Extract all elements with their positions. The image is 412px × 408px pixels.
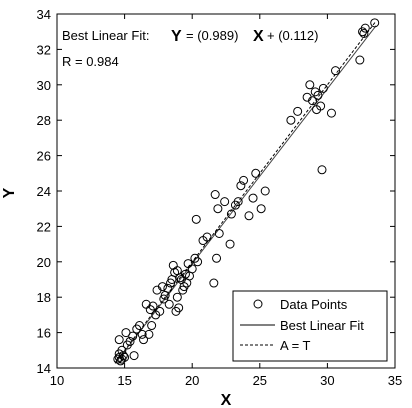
data-point	[152, 285, 162, 295]
data-point	[128, 331, 138, 341]
data-point	[118, 351, 128, 361]
a-equals-t-line	[114, 20, 377, 363]
data-point	[317, 165, 327, 175]
x-axis-label: X	[221, 392, 232, 408]
data-point	[293, 106, 303, 116]
y-tick-label: 34	[37, 7, 51, 22]
data-points	[113, 18, 380, 366]
r-value: R = 0.984	[62, 54, 119, 69]
data-point	[260, 186, 270, 196]
y-tick-label: 22	[37, 219, 51, 234]
data-point	[214, 228, 224, 238]
data-point	[125, 336, 135, 346]
data-point	[141, 299, 151, 309]
data-point	[305, 80, 315, 90]
data-point	[213, 204, 223, 214]
fit-equation-intercept: + (0.112)	[267, 28, 318, 43]
data-point	[191, 214, 201, 224]
data-point	[326, 108, 336, 118]
data-point	[139, 335, 149, 345]
data-point	[355, 55, 365, 65]
data-point	[248, 193, 258, 203]
data-point	[244, 211, 254, 221]
data-point	[233, 197, 243, 207]
data-point	[172, 292, 182, 302]
y-tick-label: 32	[37, 42, 51, 57]
data-point	[286, 115, 296, 125]
data-point	[331, 66, 341, 76]
legend-label-data-points: Data Points	[280, 297, 348, 312]
data-point	[164, 299, 174, 309]
data-point	[193, 257, 203, 267]
data-point	[312, 105, 322, 115]
data-point	[256, 204, 266, 214]
legend-label-a-equals-t: A = T	[280, 338, 311, 353]
data-point	[147, 321, 157, 331]
data-point	[202, 232, 212, 242]
data-point	[308, 96, 318, 106]
data-point	[129, 351, 139, 361]
data-point	[370, 18, 380, 28]
y-tick-label: 14	[37, 361, 51, 376]
data-point	[210, 190, 220, 200]
data-point	[251, 168, 261, 178]
data-point	[183, 259, 193, 269]
fit-prefix: Best Linear Fit:	[62, 28, 149, 43]
data-point	[170, 267, 180, 277]
legend-label-best-fit: Best Linear Fit	[280, 318, 364, 333]
data-point	[360, 23, 370, 33]
legend: Data Points Best Linear Fit A = T	[232, 290, 388, 362]
y-axis-label: Y	[1, 187, 18, 198]
data-point	[226, 209, 236, 219]
data-point	[117, 345, 127, 355]
data-point	[176, 275, 186, 284]
y-tick-label: 24	[37, 184, 51, 199]
y-tick-label: 20	[37, 255, 51, 270]
data-point	[220, 197, 230, 207]
data-point	[134, 321, 144, 331]
data-point	[155, 306, 165, 316]
data-point	[137, 329, 147, 339]
x-tick-label: 35	[388, 373, 402, 388]
data-point	[174, 303, 184, 313]
data-point	[144, 329, 154, 339]
legend-marker-data-points	[253, 299, 263, 309]
data-point	[209, 278, 219, 288]
x-tick-label: 25	[253, 373, 267, 388]
y-tick-label: 26	[37, 149, 51, 164]
data-point	[163, 283, 173, 293]
data-point	[225, 239, 235, 249]
x-tick-label: 10	[50, 373, 64, 388]
legend-box	[232, 290, 388, 362]
fit-x-symbol: X	[253, 28, 264, 45]
data-point	[359, 28, 369, 38]
fit-annotation: Best Linear Fit: Y = (0.989) X + (0.112)…	[62, 28, 318, 69]
data-point	[313, 90, 323, 100]
data-point	[114, 335, 124, 345]
fit-y-symbol: Y	[171, 28, 182, 45]
data-point	[318, 83, 328, 93]
y-tick-label: 16	[37, 326, 51, 341]
y-tick-label: 28	[37, 113, 51, 128]
data-point	[212, 253, 222, 263]
y-tick-label: 18	[37, 290, 51, 305]
fit-equation-slope: = (0.989)	[186, 28, 238, 43]
x-tick-label: 15	[117, 373, 131, 388]
data-point	[236, 181, 246, 191]
x-tick-label: 20	[185, 373, 199, 388]
data-point	[148, 301, 158, 311]
axis-ticks: 10 15 20 25 30 35 14 16 18 20 22 24 26 28 30 32 34	[37, 7, 403, 388]
y-tick-label: 30	[37, 78, 51, 93]
x-tick-label: 30	[320, 373, 334, 388]
data-point	[239, 175, 249, 185]
